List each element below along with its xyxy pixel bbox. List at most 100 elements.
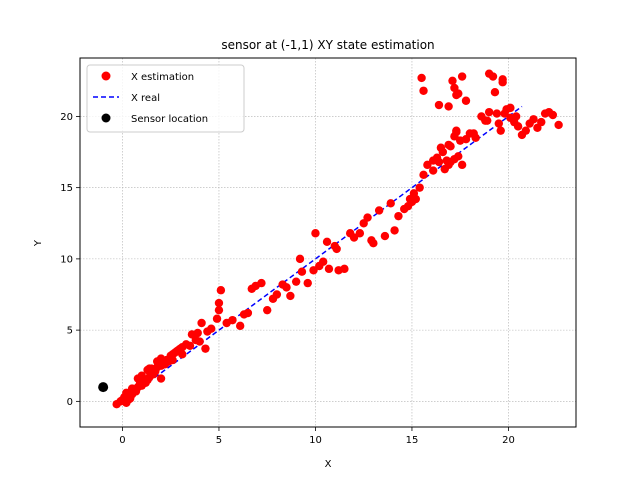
estimation-point bbox=[216, 286, 226, 295]
estimation-point bbox=[434, 157, 444, 167]
y-tick-label: 0 bbox=[67, 397, 73, 408]
estimation-point bbox=[201, 344, 210, 353]
estimation-point bbox=[434, 100, 444, 110]
estimation-point bbox=[457, 72, 467, 81]
x-tick-label: 10 bbox=[309, 435, 322, 446]
estimation-point bbox=[235, 321, 245, 331]
estimation-point bbox=[513, 122, 523, 131]
estimation-point bbox=[168, 355, 177, 365]
tick-layer: 0 5 10 15 20 0 5 10 15 20 bbox=[60, 112, 515, 446]
estimation-point bbox=[419, 86, 428, 95]
estimation-point bbox=[322, 237, 332, 246]
estimation-point bbox=[496, 126, 505, 135]
estimation-point bbox=[498, 78, 507, 87]
legend-sensor-label: Sensor location bbox=[131, 114, 208, 125]
estimation-point bbox=[554, 120, 563, 130]
real-trajectory-line bbox=[122, 105, 523, 402]
estimation-point bbox=[537, 117, 546, 127]
y-tick-label: 5 bbox=[67, 326, 73, 337]
estimation-point bbox=[309, 266, 318, 275]
estimation-point bbox=[303, 278, 312, 288]
estimation-point bbox=[349, 233, 359, 242]
estimation-point bbox=[363, 213, 372, 222]
estimation-point bbox=[492, 109, 502, 118]
estimation-point bbox=[243, 308, 253, 318]
estimation-point bbox=[456, 136, 465, 145]
plot-frame bbox=[79, 57, 577, 428]
estimation-point bbox=[488, 72, 498, 81]
estimation-point bbox=[448, 76, 457, 85]
estimation-point bbox=[380, 231, 390, 241]
estimation-point bbox=[272, 290, 282, 299]
estimation-point bbox=[318, 257, 328, 266]
chart-title: sensor at (-1,1) XY state estimation bbox=[221, 38, 434, 52]
estimation-point bbox=[450, 132, 459, 141]
sensor-layer bbox=[98, 382, 109, 393]
estimation-point bbox=[263, 305, 272, 315]
estimation-points-layer bbox=[112, 69, 563, 409]
real-line-layer bbox=[122, 105, 523, 402]
estimation-point bbox=[185, 341, 195, 350]
legend-box bbox=[86, 64, 245, 133]
estimation-point bbox=[417, 73, 426, 83]
estimation-point bbox=[438, 147, 448, 157]
estimation-point bbox=[494, 119, 504, 128]
estimation-point bbox=[156, 374, 166, 383]
x-tick-label: 0 bbox=[119, 435, 125, 446]
estimation-point bbox=[355, 229, 365, 238]
x-tick-label: 5 bbox=[216, 435, 222, 446]
estimation-point bbox=[500, 109, 509, 118]
estimation-point bbox=[394, 211, 403, 221]
estimation-point bbox=[469, 129, 478, 138]
y-tick-label: 15 bbox=[60, 183, 73, 194]
y-tick-label: 20 bbox=[60, 112, 73, 123]
estimation-point bbox=[529, 115, 538, 124]
estimation-point bbox=[548, 110, 558, 120]
estimation-point bbox=[291, 277, 301, 286]
estimation-point bbox=[457, 160, 467, 170]
estimation-point bbox=[286, 291, 295, 301]
estimation-point bbox=[444, 140, 453, 150]
estimation-point bbox=[374, 206, 384, 215]
y-axis-label: Y bbox=[33, 239, 44, 247]
estimation-point bbox=[369, 239, 378, 248]
estimation-point bbox=[135, 375, 145, 385]
estimation-point bbox=[483, 116, 492, 125]
estimation-point bbox=[390, 226, 399, 235]
estimation-point bbox=[295, 254, 305, 264]
estimation-point bbox=[461, 96, 471, 105]
estimation-point bbox=[228, 315, 237, 325]
estimation-point bbox=[282, 283, 291, 292]
legend-sensor-marker bbox=[101, 113, 111, 123]
estimation-point bbox=[405, 194, 415, 204]
estimation-point bbox=[127, 384, 137, 393]
estimation-point bbox=[145, 364, 154, 373]
legend-estimation-label: X estimation bbox=[131, 72, 194, 83]
estimation-point bbox=[484, 107, 494, 117]
estimation-point bbox=[454, 89, 463, 98]
estimation-point bbox=[386, 199, 395, 208]
estimation-point bbox=[454, 152, 463, 161]
estimation-point bbox=[178, 350, 187, 359]
estimation-point bbox=[214, 305, 224, 315]
estimation-point bbox=[212, 314, 222, 323]
estimation-point bbox=[207, 324, 216, 333]
estimation-point bbox=[442, 156, 451, 165]
estimation-point bbox=[444, 102, 453, 111]
estimation-point bbox=[521, 126, 531, 135]
estimation-point bbox=[506, 103, 515, 113]
estimation-point bbox=[193, 328, 202, 338]
estimation-point bbox=[332, 244, 341, 254]
estimation-point bbox=[124, 395, 133, 405]
estimation-point bbox=[423, 160, 432, 170]
estimation-point bbox=[415, 183, 424, 192]
x-tick-label: 20 bbox=[502, 435, 515, 446]
legend: X estimation X real Sensor location bbox=[86, 64, 245, 133]
legend-estimation-marker bbox=[101, 71, 111, 81]
estimation-point bbox=[511, 112, 521, 121]
estimation-point bbox=[214, 298, 224, 308]
estimation-point bbox=[324, 264, 334, 274]
estimation-point bbox=[419, 170, 428, 180]
estimation-point bbox=[197, 318, 206, 328]
